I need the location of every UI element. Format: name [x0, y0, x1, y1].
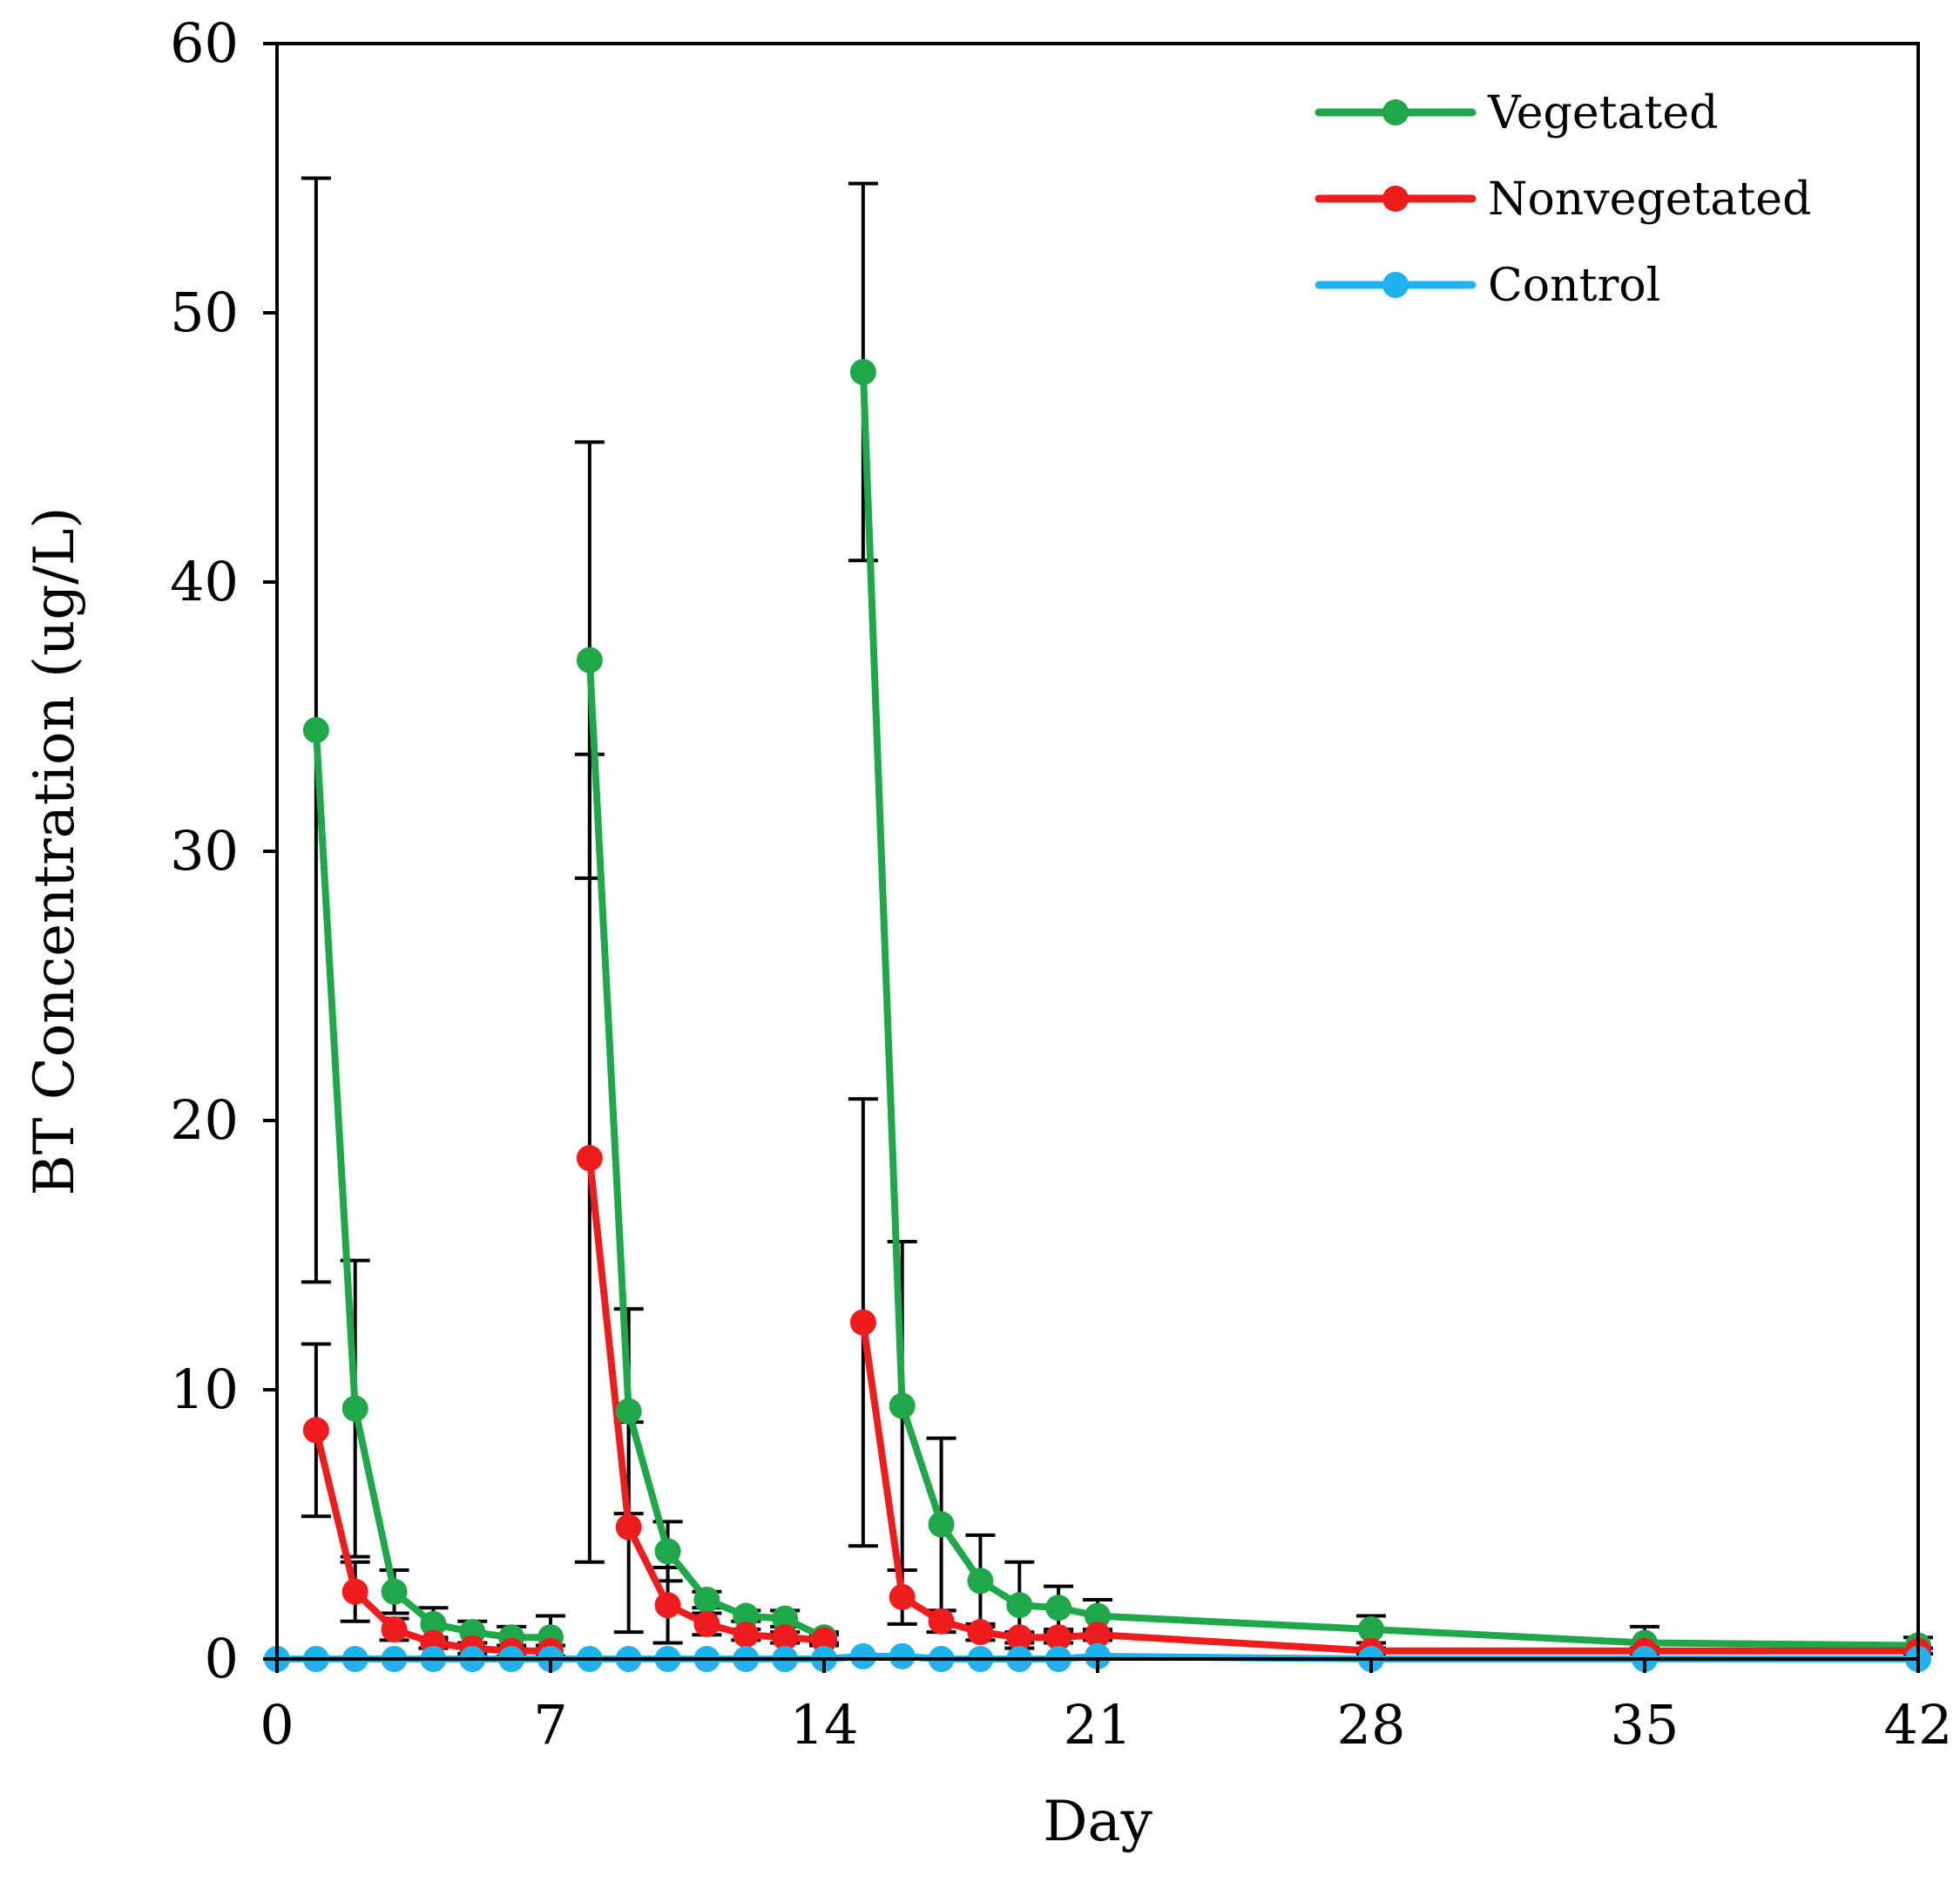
- legend-nonvegetated-marker: [1382, 186, 1409, 212]
- nonvegetated-point: [928, 1608, 955, 1635]
- y-tick-label: 40: [170, 550, 239, 613]
- x-tick-label: 7: [533, 1693, 567, 1757]
- vegetated-point: [654, 1538, 681, 1565]
- nonvegetated-point: [772, 1624, 799, 1651]
- nonvegetated-point: [811, 1627, 837, 1654]
- nonvegetated-point: [615, 1513, 642, 1540]
- vegetated-line: [312, 727, 554, 1642]
- control-point: [1085, 1642, 1111, 1669]
- vegetated-point: [381, 1578, 408, 1605]
- nonvegetated-point: [849, 1309, 876, 1336]
- nonvegetated-point: [381, 1616, 408, 1643]
- nonvegetated-point: [341, 1578, 368, 1605]
- vegetated-point: [693, 1587, 720, 1614]
- x-tick-label: 0: [260, 1693, 294, 1757]
- legend-vegetated-label: Vegetated: [1487, 87, 1718, 139]
- nonvegetated-point: [693, 1610, 720, 1637]
- control-point: [889, 1642, 916, 1669]
- x-axis-ticks: 0 7 14 21 28 35 42: [260, 1659, 1952, 1757]
- x-axis-title: Day: [1043, 1790, 1152, 1854]
- nonvegetated-point: [1085, 1622, 1111, 1649]
- nonvegetated-line: [859, 1318, 1922, 1655]
- legend: Vegetated Nonvegetated Control: [1315, 87, 1811, 312]
- nonvegetated-point: [1045, 1624, 1072, 1651]
- error-bars: [301, 176, 1933, 1661]
- nonvegetated-point: [576, 1145, 603, 1172]
- y-tick-label: 30: [170, 819, 239, 883]
- x-tick-label: 21: [1064, 1693, 1132, 1757]
- legend-vegetated-marker: [1382, 99, 1409, 125]
- vegetated-point: [889, 1392, 916, 1419]
- nonvegetated-point: [733, 1622, 760, 1649]
- series-markers: [264, 358, 1931, 1672]
- control-point: [849, 1642, 876, 1669]
- vegetated-point: [615, 1398, 642, 1425]
- y-tick-label: 20: [170, 1088, 239, 1152]
- vegetated-line: [859, 369, 1922, 1649]
- x-tick-label: 28: [1337, 1693, 1406, 1757]
- vegetated-point: [420, 1610, 447, 1637]
- vegetated-point: [302, 716, 329, 743]
- x-tick-label: 14: [790, 1693, 859, 1757]
- x-tick-label: 42: [1884, 1693, 1953, 1757]
- vegetated-point: [341, 1395, 368, 1422]
- vegetated-point: [1006, 1592, 1033, 1619]
- vegetated-point: [576, 647, 603, 674]
- legend-nonvegetated-label: Nonvegetated: [1488, 173, 1811, 226]
- nonvegetated-point: [302, 1417, 329, 1444]
- plot-area-frame: [275, 42, 1920, 1661]
- vegetated-point: [1085, 1602, 1111, 1629]
- vegetated-point: [1358, 1616, 1384, 1643]
- y-axis-ticks: 0 10 20 30 40 50 60: [170, 11, 277, 1690]
- y-tick-label: 0: [205, 1627, 239, 1690]
- y-tick-label: 50: [170, 281, 239, 344]
- vegetated-point: [733, 1602, 760, 1629]
- vegetated-point: [849, 358, 876, 385]
- y-axis-title: BT Concentration (ug/L): [23, 507, 87, 1196]
- vegetated-point: [1045, 1595, 1072, 1622]
- series-lines: [274, 369, 1922, 1662]
- vegetated-point: [967, 1568, 994, 1595]
- nonvegetated-point: [967, 1619, 994, 1646]
- y-tick-label: 10: [170, 1358, 239, 1421]
- legend-control-marker: [1382, 272, 1409, 298]
- nonvegetated-point: [654, 1592, 681, 1619]
- vegetated-point: [928, 1511, 955, 1538]
- y-tick-label: 60: [170, 11, 239, 75]
- x-tick-label: 35: [1611, 1693, 1680, 1757]
- legend-control-label: Control: [1488, 260, 1660, 312]
- vegetated-point: [772, 1605, 799, 1632]
- nonvegetated-point: [889, 1583, 916, 1610]
- nonvegetated-point: [1006, 1624, 1033, 1651]
